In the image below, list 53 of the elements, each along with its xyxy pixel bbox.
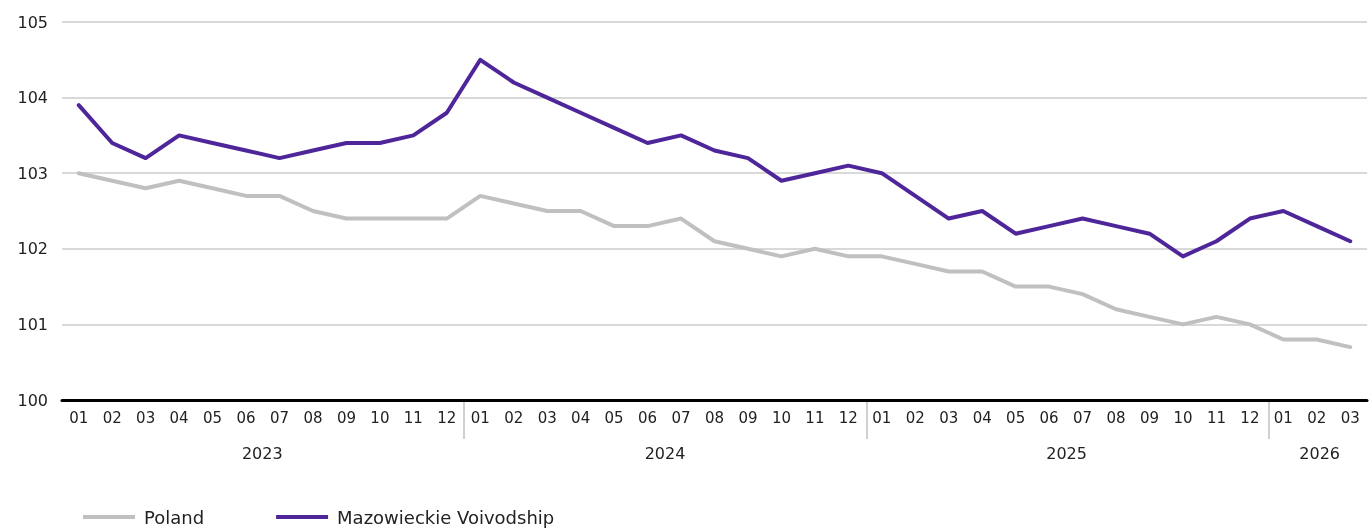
x-tick-label: 04 bbox=[169, 408, 189, 427]
legend-label: Poland bbox=[144, 506, 205, 528]
y-tick-label: 104 bbox=[17, 88, 48, 108]
x-tick-label: 08 bbox=[303, 408, 323, 427]
y-tick-label: 105 bbox=[17, 12, 48, 32]
x-tick-label: 01 bbox=[1273, 408, 1293, 427]
line-series bbox=[76, 171, 1353, 350]
x-tick-label: 09 bbox=[1139, 408, 1160, 427]
x-tick-label: 01 bbox=[470, 408, 490, 427]
x-tick-label: 06 bbox=[1039, 408, 1059, 427]
x-tick-label: 01 bbox=[69, 408, 89, 427]
x-tick-label: 07 bbox=[1073, 408, 1093, 427]
x-tick-label: 02 bbox=[102, 408, 122, 427]
x-tick-label: 10 bbox=[370, 408, 390, 427]
x-tick-label: 12 bbox=[1240, 408, 1260, 427]
x-tick-label: 01 bbox=[872, 408, 892, 427]
x-tick-label: 02 bbox=[905, 408, 925, 427]
line-series bbox=[76, 57, 1353, 259]
x-tick-label: 11 bbox=[403, 408, 423, 427]
x-tick-label: 12 bbox=[437, 408, 457, 427]
x-tick-label: 05 bbox=[203, 408, 223, 427]
x-tick-label: 07 bbox=[671, 408, 691, 427]
y-tick-label: 101 bbox=[17, 314, 48, 334]
x-tick-label: 08 bbox=[704, 408, 725, 427]
x-tick-label: 02 bbox=[1307, 408, 1327, 427]
x-tick-label: 05 bbox=[604, 408, 624, 427]
x-tick-label: 04 bbox=[972, 408, 992, 427]
x2-tick-label: 2025 bbox=[1046, 443, 1087, 463]
x2-tick-label: 2023 bbox=[241, 443, 283, 463]
x-tick-label: 11 bbox=[805, 408, 825, 427]
x2-tick-label: 2024 bbox=[644, 443, 686, 463]
x-tick-label: 06 bbox=[236, 408, 256, 427]
x-tick-label: 04 bbox=[571, 408, 591, 427]
x-tick-label: 12 bbox=[838, 408, 858, 427]
x-tick-label: 07 bbox=[269, 408, 290, 427]
y-tick-label: 102 bbox=[17, 239, 48, 259]
legend-label: Mazowieckie Voivodship bbox=[337, 506, 555, 528]
x-tick-label: 03 bbox=[537, 408, 557, 427]
x-tick-label: 11 bbox=[1206, 408, 1226, 427]
y-tick-label: 100 bbox=[17, 390, 48, 410]
x-tick-label: 05 bbox=[1006, 408, 1026, 427]
x-tick-label: 06 bbox=[638, 408, 658, 427]
x2-tick-label: 2026 bbox=[1299, 443, 1341, 463]
x-tick-label: 10 bbox=[1173, 408, 1193, 427]
x-tick-label: 03 bbox=[136, 408, 156, 427]
x-tick-label: 10 bbox=[771, 408, 791, 427]
x-tick-label: 08 bbox=[1106, 408, 1126, 427]
x-tick-label: 03 bbox=[939, 408, 959, 427]
y-tick-label: 103 bbox=[17, 163, 48, 183]
x-tick-label: 03 bbox=[1340, 408, 1360, 427]
x-tick-label: 09 bbox=[336, 408, 356, 427]
x-tick-label: 02 bbox=[504, 408, 524, 427]
x-tick-label: 09 bbox=[738, 408, 758, 427]
